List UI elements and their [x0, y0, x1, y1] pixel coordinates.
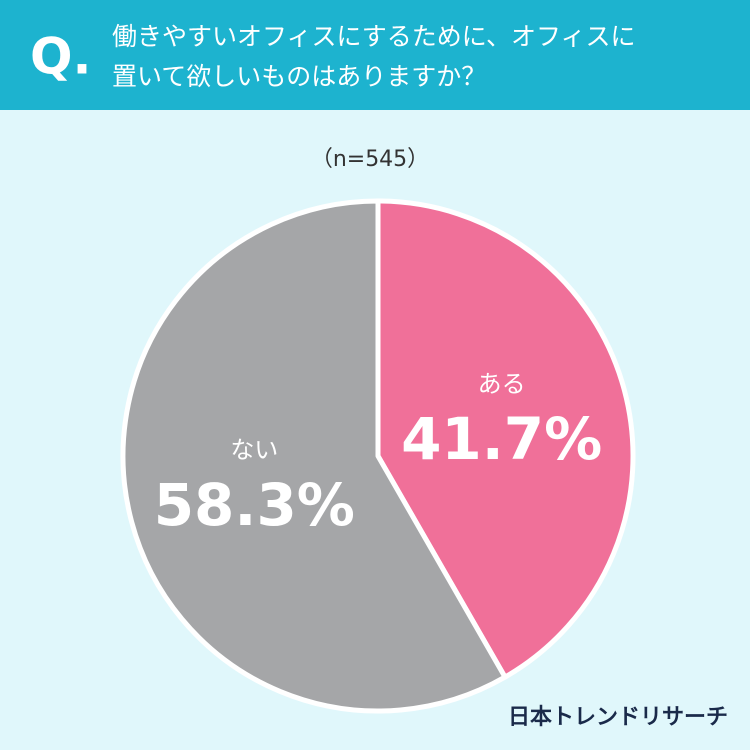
pie-slice [120, 198, 508, 714]
title-line: 置いて欲しいものはありますか？ [112, 62, 486, 91]
value-label: 58.3% [154, 471, 355, 539]
category-label: ない [230, 436, 278, 464]
subtitle: （n=545） [311, 147, 429, 172]
title-line: 働きやすいオフィスにするために、オフィスに [112, 22, 636, 51]
pie-slice [375, 198, 636, 680]
question-mark: Q. [30, 28, 92, 86]
header-band [0, 0, 750, 110]
source: 日本トレンドリサーチ [508, 705, 728, 730]
value-label: 41.7% [401, 405, 602, 473]
category-label: ある [478, 370, 526, 398]
